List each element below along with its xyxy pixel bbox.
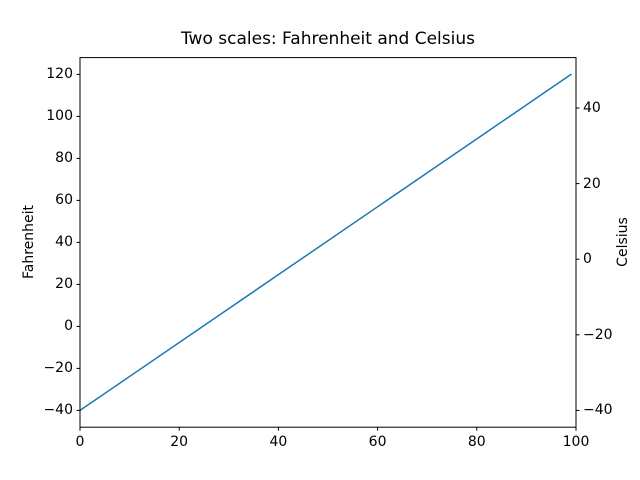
y-right-tick-label: 40 — [583, 99, 601, 116]
x-tick-label: 80 — [467, 433, 486, 450]
y-right-tick-label: −40 — [583, 402, 613, 419]
y-left-tick-label: −40 — [43, 402, 73, 419]
y-left-tick-label: −20 — [43, 360, 73, 377]
axes-frame — [79, 57, 577, 428]
y-right-tick-label: 0 — [583, 251, 592, 268]
y-right-tick-label: −20 — [583, 326, 613, 343]
y-axis-label-left: Fahrenheit — [21, 204, 37, 280]
y-left-tick-label: 40 — [55, 234, 73, 251]
x-tick-label: 100 — [562, 433, 590, 450]
y-right-tick-label: 20 — [583, 175, 601, 192]
y-axis-label-right: Celsius — [615, 217, 631, 267]
x-tick-label: 60 — [368, 433, 387, 450]
y-left-tick-label: 120 — [46, 66, 73, 83]
y-left-tick-label: 80 — [55, 150, 73, 167]
x-tick-label: 40 — [269, 433, 288, 450]
y-left-tick-label: 100 — [46, 108, 73, 125]
y-left-tick-label: 20 — [55, 276, 73, 293]
x-tick-label: 20 — [170, 433, 189, 450]
y-left-tick-label: 60 — [55, 192, 73, 209]
y-left-tick-label: 0 — [64, 318, 73, 335]
series-line — [79, 73, 572, 412]
x-tick-label: 0 — [75, 433, 85, 450]
chart-title: Two scales: Fahrenheit and Celsius — [180, 29, 475, 49]
